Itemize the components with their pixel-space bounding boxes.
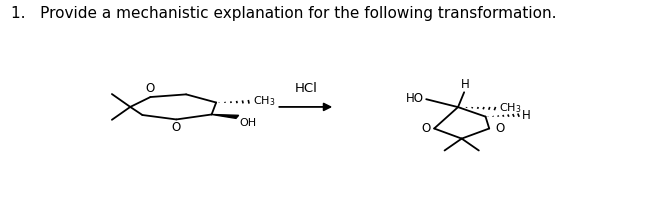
Text: 1.   Provide a mechanistic explanation for the following transformation.: 1. Provide a mechanistic explanation for… [11,6,556,21]
Text: CH$_3$: CH$_3$ [499,101,522,115]
Text: OH: OH [239,118,256,128]
Text: H: H [522,109,531,122]
Text: O: O [495,122,505,135]
Text: H: H [461,78,470,91]
Text: HO: HO [406,92,424,105]
Text: O: O [422,122,431,135]
Text: CH$_3$: CH$_3$ [253,94,275,108]
Text: O: O [146,82,155,95]
Text: HCl: HCl [294,82,317,95]
Polygon shape [212,114,238,118]
Text: O: O [171,121,181,134]
